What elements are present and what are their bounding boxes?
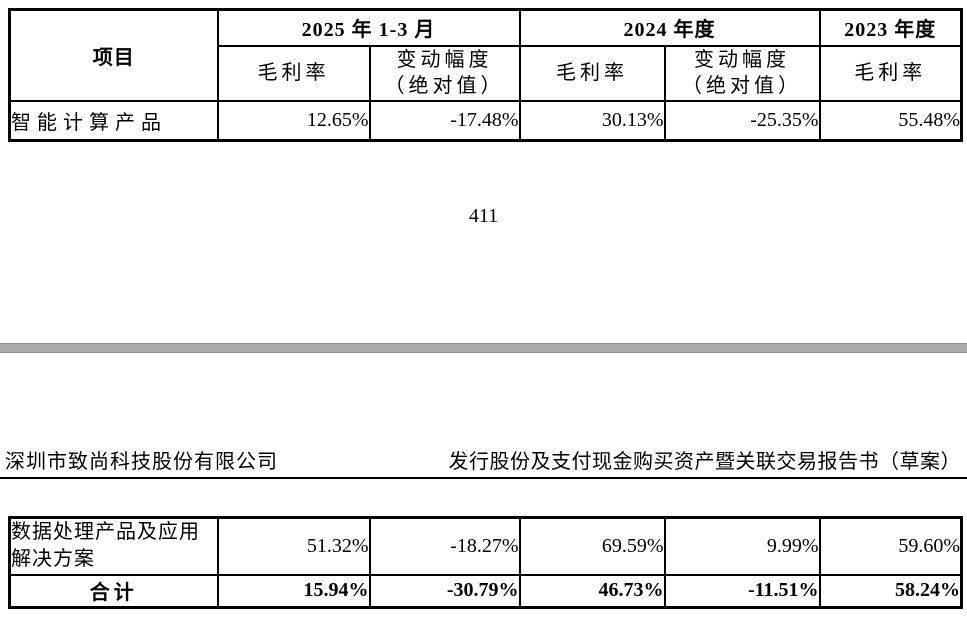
change-header-line2: （绝对值） <box>384 75 505 97</box>
cell-value: 59.60% <box>818 516 963 576</box>
header-cell-change-2025: 变动幅度 （绝对值） <box>368 44 521 102</box>
cell-value: 69.59% <box>518 516 666 576</box>
company-name: 深圳市致尚科技股份有限公司 <box>5 451 278 473</box>
cell-value: -17.48% <box>368 99 521 142</box>
header-cell-2024: 2024 年度 <box>518 8 821 47</box>
cell-value: 12.65% <box>216 99 371 142</box>
running-header: 深圳市致尚科技股份有限公司 发行股份及支付现金购买资产暨关联交易报告书（草案） <box>0 443 967 479</box>
change-header-line1: 变动幅度 <box>694 49 791 71</box>
cell-value: -30.79% <box>368 573 521 609</box>
header-cell-2025: 2025 年 1-3 月 <box>216 8 521 47</box>
cell-value: 55.48% <box>818 99 963 142</box>
change-header-line1: 变动幅度 <box>396 49 493 71</box>
table-row-smart-computing: 智能计算产品 12.65% -17.48% 30.13% -25.35% 55.… <box>8 99 963 142</box>
table-row-total: 合计 15.94% -30.79% 46.73% -11.51% 58.24% <box>8 573 963 609</box>
cell-value: 30.13% <box>518 99 666 142</box>
row-label: 智能计算产品 <box>8 99 219 142</box>
row-label: 数据处理产品及应用解决方案 <box>8 516 219 576</box>
page-number: 411 <box>468 205 499 227</box>
header-cell-gross-margin-2024: 毛利率 <box>518 44 666 102</box>
report-title: 发行股份及支付现金购买资产暨关联交易报告书（草案） <box>448 451 961 473</box>
cell-value: 46.73% <box>518 573 666 609</box>
table-header-row-metrics: 毛利率 变动幅度 （绝对值） 毛利率 变动幅度 （绝对值） 毛利率 <box>10 44 963 102</box>
table-row-data-processing: 数据处理产品及应用解决方案 51.32% -18.27% 69.59% 9.99… <box>8 516 963 576</box>
change-header-line2: （绝对值） <box>682 75 803 97</box>
cell-value: 51.32% <box>216 516 371 576</box>
header-cell-change-2024: 变动幅度 （绝对值） <box>663 44 821 102</box>
header-cell-2023: 2023 年度 <box>818 8 963 47</box>
header-cell-item: 项目 <box>8 8 219 102</box>
page-break-divider <box>0 343 967 353</box>
cell-value: -11.51% <box>663 573 821 609</box>
cell-value: 15.94% <box>216 573 371 609</box>
table-header-row-periods: 项目 2025 年 1-3 月 2024 年度 2023 年度 <box>8 8 963 102</box>
header-cell-gross-margin-2023: 毛利率 <box>818 44 963 102</box>
cell-value: -18.27% <box>368 516 521 576</box>
cell-value: -25.35% <box>663 99 821 142</box>
total-label: 合计 <box>8 573 219 609</box>
gross-margin-table-top: 项目 2025 年 1-3 月 2024 年度 2023 年度 毛利率 变动幅度… <box>8 8 964 142</box>
cell-value: 58.24% <box>818 573 963 609</box>
gross-margin-table-continued: 数据处理产品及应用解决方案 51.32% -18.27% 69.59% 9.99… <box>8 516 963 609</box>
cell-value: 9.99% <box>663 516 821 576</box>
header-cell-gross-margin-2025: 毛利率 <box>216 44 371 102</box>
